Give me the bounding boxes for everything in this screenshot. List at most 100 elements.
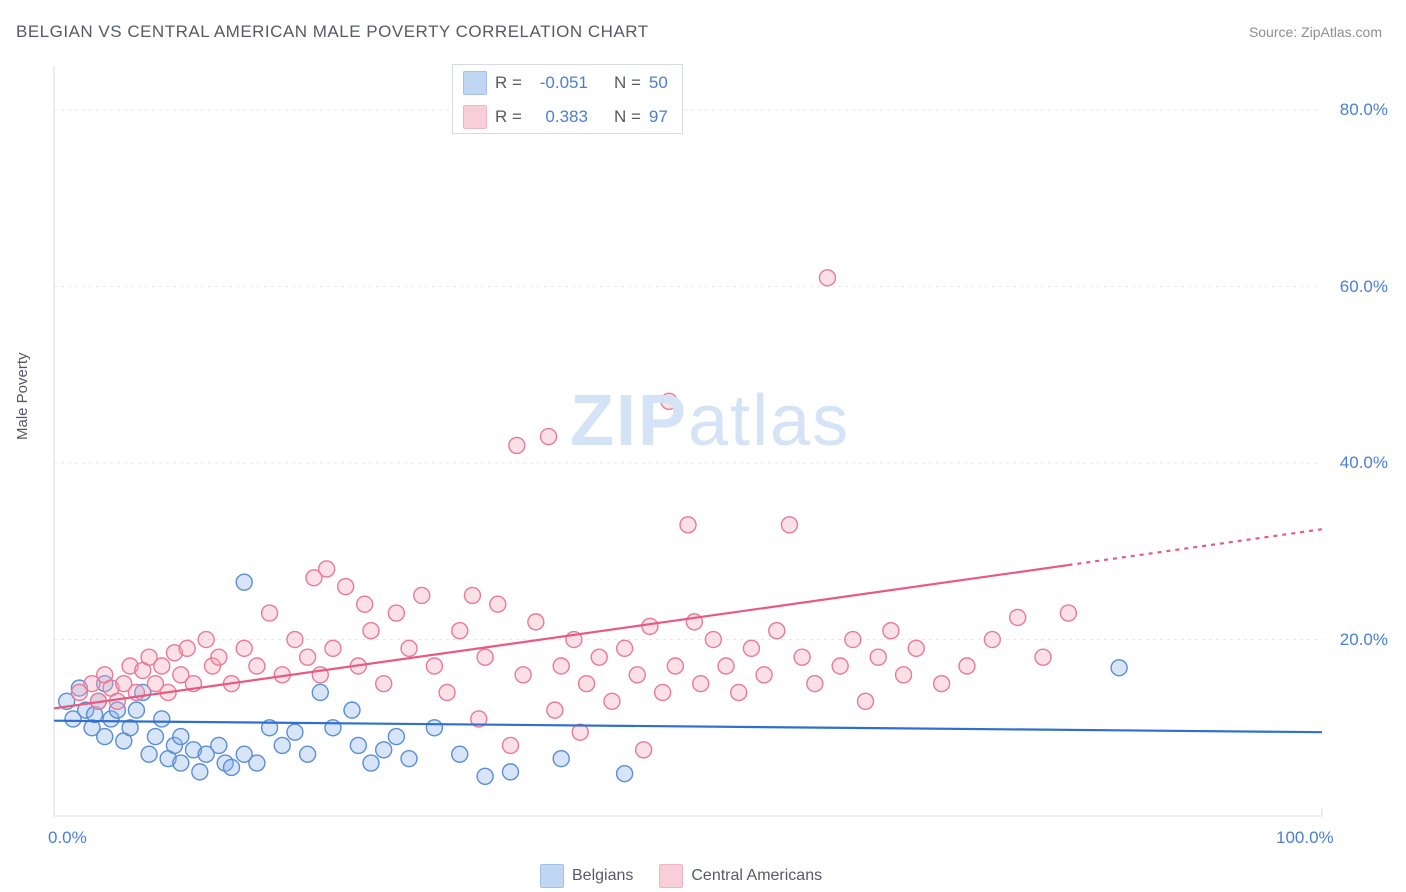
scatter-point xyxy=(896,667,912,683)
chart-title: BELGIAN VS CENTRAL AMERICAN MALE POVERTY… xyxy=(16,22,649,42)
scatter-point xyxy=(376,676,392,692)
scatter-point xyxy=(819,270,835,286)
scatter-point xyxy=(300,649,316,665)
scatter-point xyxy=(198,632,214,648)
scatter-point xyxy=(262,605,278,621)
scatter-point xyxy=(636,742,652,758)
source-link[interactable]: ZipAtlas.com xyxy=(1301,24,1382,40)
scatter-point xyxy=(211,649,227,665)
scatter-point xyxy=(591,649,607,665)
scatter-point xyxy=(502,737,518,753)
n-label: N = xyxy=(614,73,641,93)
legend-item: Belgians xyxy=(540,864,633,888)
scatter-point xyxy=(604,693,620,709)
scatter-point xyxy=(312,684,328,700)
scatter-point xyxy=(528,614,544,630)
scatter-point xyxy=(477,768,493,784)
y-tick-label: 40.0% xyxy=(1340,453,1388,473)
scatter-point xyxy=(179,640,195,656)
scatter-point xyxy=(661,393,677,409)
scatter-point xyxy=(515,667,531,683)
scatter-point xyxy=(667,658,683,674)
y-tick-label: 80.0% xyxy=(1340,100,1388,120)
chart-plot-area: 20.0%40.0%60.0%80.0%0.0%100.0% xyxy=(50,62,1326,820)
scatter-point xyxy=(1111,660,1127,676)
legend-row: R =0.383N =97 xyxy=(453,99,682,133)
scatter-point xyxy=(908,640,924,656)
n-value: 97 xyxy=(649,107,668,127)
y-axis-label: Male Poverty xyxy=(14,352,31,440)
scatter-point xyxy=(756,667,772,683)
scatter-point xyxy=(870,649,886,665)
scatter-point xyxy=(173,729,189,745)
scatter-point xyxy=(388,729,404,745)
scatter-point xyxy=(655,684,671,700)
scatter-point xyxy=(154,711,170,727)
legend-swatch xyxy=(659,864,683,888)
scatter-point xyxy=(731,684,747,700)
scatter-point xyxy=(211,737,227,753)
scatter-point xyxy=(236,640,252,656)
legend-label: Central Americans xyxy=(691,867,822,885)
scatter-point xyxy=(173,755,189,771)
scatter-point xyxy=(192,764,208,780)
legend-swatch xyxy=(540,864,564,888)
scatter-point xyxy=(490,596,506,612)
scatter-point xyxy=(426,720,442,736)
scatter-point xyxy=(883,623,899,639)
scatter-point xyxy=(357,596,373,612)
scatter-point xyxy=(642,618,658,634)
series-legend: Belgians Central Americans xyxy=(540,864,822,888)
scatter-point xyxy=(579,676,595,692)
scatter-point xyxy=(426,658,442,674)
scatter-point xyxy=(452,746,468,762)
scatter-point xyxy=(147,729,163,745)
scatter-point xyxy=(363,755,379,771)
scatter-point xyxy=(680,517,696,533)
scatter-point xyxy=(794,649,810,665)
scatter-point xyxy=(236,574,252,590)
scatter-point xyxy=(547,702,563,718)
scatter-point xyxy=(693,676,709,692)
scatter-point xyxy=(350,737,366,753)
x-tick-label: 0.0% xyxy=(48,828,87,848)
scatter-point xyxy=(325,640,341,656)
scatter-point xyxy=(464,587,480,603)
scatter-point xyxy=(414,587,430,603)
scatter-point xyxy=(541,429,557,445)
scatter-point xyxy=(338,579,354,595)
n-label: N = xyxy=(614,107,641,127)
scatter-point xyxy=(452,623,468,639)
source-attribution: Source: ZipAtlas.com xyxy=(1249,24,1382,40)
scatter-point xyxy=(617,640,633,656)
scatter-point xyxy=(845,632,861,648)
scatter-point xyxy=(376,742,392,758)
scatter-point xyxy=(224,759,240,775)
correlation-legend: R =-0.051N =50R =0.383N =97 xyxy=(452,64,683,134)
scatter-point xyxy=(934,676,950,692)
y-tick-label: 60.0% xyxy=(1340,277,1388,297)
scatter-point xyxy=(97,729,113,745)
scatter-point xyxy=(128,702,144,718)
scatter-point xyxy=(629,667,645,683)
scatter-point xyxy=(141,746,157,762)
scatter-point xyxy=(344,702,360,718)
scatter-point xyxy=(553,751,569,767)
scatter-point xyxy=(300,746,316,762)
scatter-point xyxy=(249,658,265,674)
source-prefix: Source: xyxy=(1249,24,1301,40)
scatter-point xyxy=(1060,605,1076,621)
legend-swatch xyxy=(463,105,487,129)
scatter-point xyxy=(509,437,525,453)
scatter-point xyxy=(984,632,1000,648)
scatter-point xyxy=(401,751,417,767)
scatter-point xyxy=(718,658,734,674)
scatter-point xyxy=(617,766,633,782)
scatter-point xyxy=(769,623,785,639)
r-value: -0.051 xyxy=(530,73,588,93)
scatter-point xyxy=(401,640,417,656)
y-tick-label: 20.0% xyxy=(1340,630,1388,650)
scatter-point xyxy=(832,658,848,674)
scatter-point xyxy=(959,658,975,674)
scatter-point xyxy=(781,517,797,533)
